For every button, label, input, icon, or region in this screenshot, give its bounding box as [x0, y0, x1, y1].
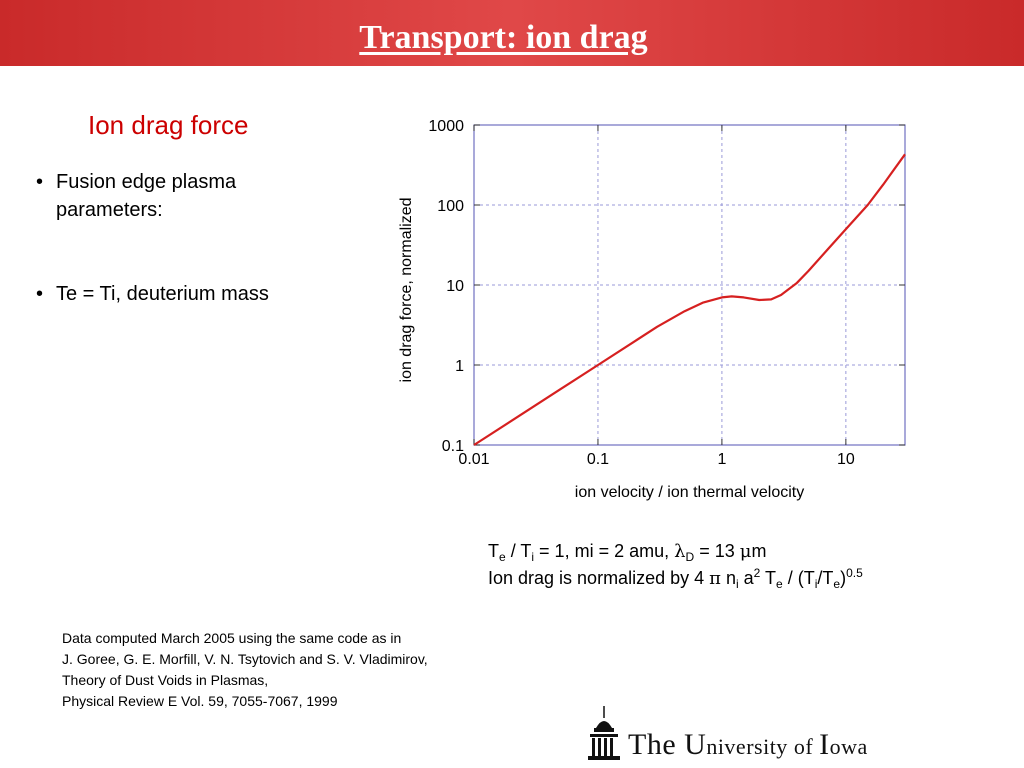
- bullet-item: Fusion edge plasma parameters:: [34, 168, 334, 224]
- bullet-item: Te = Ti, deuterium mass: [34, 280, 334, 308]
- citation-line: J. Goree, G. E. Morfill, V. N. Tsytovich…: [62, 651, 428, 667]
- university-logo: The University of Iowa: [584, 700, 994, 766]
- slide-title: Transport: ion drag: [359, 19, 648, 56]
- y-tick-label: 10: [446, 278, 464, 295]
- y-tick-label: 1: [455, 358, 464, 375]
- parameters-line-2: Ion drag is normalized by 4 π ni a2 Te /…: [488, 566, 863, 591]
- x-tick-label: 1: [717, 451, 726, 468]
- university-wordmark: The University of Iowa: [628, 728, 868, 761]
- parameters-text: Te / Ti = 1, mi = 2 amu, λD = 13 μm Ion …: [488, 538, 863, 592]
- citation-line: Theory of Dust Voids in Plasmas,: [62, 672, 269, 688]
- citation-line: Physical Review E Vol. 59, 7055-7067, 19…: [62, 693, 338, 709]
- ion-drag-series-line: [473, 153, 906, 446]
- old-capitol-icon: [588, 706, 620, 760]
- x-tick-label: 0.1: [587, 451, 609, 468]
- x-tick-label: 10: [837, 451, 855, 468]
- parameters-line-1: Te / Ti = 1, mi = 2 amu, λD = 13 μm: [488, 541, 767, 564]
- y-axis-label: ion drag force, normalized: [398, 198, 415, 383]
- title-banner: [0, 0, 1024, 66]
- x-tick-label: 0.01: [458, 451, 489, 468]
- bullet-list: Fusion edge plasma parameters: Te = Ti, …: [34, 168, 334, 308]
- section-heading: Ion drag force: [88, 110, 249, 140]
- citation: Data computed March 2005 using the same …: [62, 628, 428, 712]
- y-tick-label: 1000: [428, 118, 464, 135]
- x-axis-label: ion velocity / ion thermal velocity: [575, 484, 804, 501]
- citation-line: Data computed March 2005 using the same …: [62, 630, 402, 646]
- y-tick-label: 100: [437, 198, 464, 215]
- y-tick-label: 0.1: [442, 438, 464, 455]
